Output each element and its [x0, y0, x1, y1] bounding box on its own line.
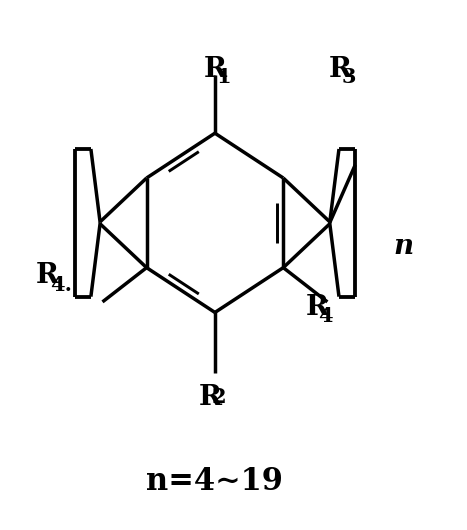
- Text: R: R: [36, 262, 59, 289]
- Text: R: R: [203, 56, 226, 83]
- Text: 1: 1: [216, 67, 231, 87]
- Text: 4: 4: [318, 306, 333, 326]
- Text: 4.: 4.: [50, 275, 71, 295]
- Text: 3: 3: [342, 67, 356, 87]
- Text: R: R: [198, 384, 222, 411]
- Text: n: n: [394, 233, 414, 260]
- Text: R: R: [305, 294, 328, 321]
- Text: n=4∼19: n=4∼19: [147, 466, 283, 497]
- Text: 2: 2: [212, 387, 226, 408]
- Text: R: R: [329, 56, 352, 83]
